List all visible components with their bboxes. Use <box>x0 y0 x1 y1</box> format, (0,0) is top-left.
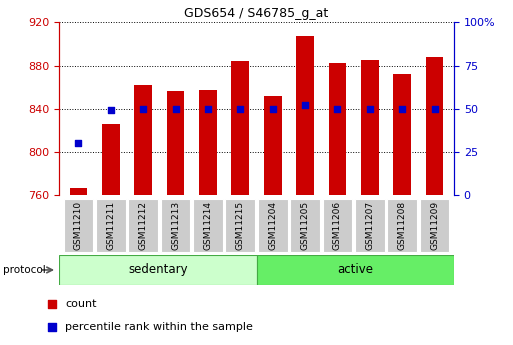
Point <box>301 102 309 108</box>
Bar <box>361 60 379 195</box>
Point <box>269 106 277 111</box>
Point <box>398 106 406 111</box>
Text: GSM11215: GSM11215 <box>236 200 245 250</box>
Text: protocol: protocol <box>3 265 45 275</box>
Point <box>204 106 212 111</box>
FancyBboxPatch shape <box>290 199 320 252</box>
FancyBboxPatch shape <box>193 199 223 252</box>
Text: GSM11208: GSM11208 <box>398 200 407 250</box>
FancyBboxPatch shape <box>355 199 385 252</box>
Text: sedentary: sedentary <box>128 264 188 276</box>
Title: GDS654 / S46785_g_at: GDS654 / S46785_g_at <box>184 7 329 20</box>
Point <box>333 106 342 111</box>
Point <box>107 108 115 113</box>
Bar <box>102 124 120 195</box>
Point <box>430 106 439 111</box>
Bar <box>167 91 185 195</box>
Point <box>48 301 56 307</box>
Text: GSM11207: GSM11207 <box>365 200 374 250</box>
FancyBboxPatch shape <box>161 199 190 252</box>
FancyBboxPatch shape <box>64 199 93 252</box>
Text: GSM11211: GSM11211 <box>106 200 115 250</box>
FancyBboxPatch shape <box>256 255 454 285</box>
Bar <box>328 63 346 195</box>
Text: percentile rank within the sample: percentile rank within the sample <box>65 322 253 332</box>
Text: active: active <box>337 264 373 276</box>
FancyBboxPatch shape <box>128 199 158 252</box>
Point <box>366 106 374 111</box>
Text: GSM11204: GSM11204 <box>268 200 277 250</box>
FancyBboxPatch shape <box>387 199 417 252</box>
Bar <box>393 74 411 195</box>
Bar <box>426 57 443 195</box>
Bar <box>134 85 152 195</box>
Bar <box>231 61 249 195</box>
Point <box>74 140 83 146</box>
Text: GSM11212: GSM11212 <box>139 200 148 250</box>
Text: GSM11214: GSM11214 <box>204 200 212 250</box>
Bar <box>199 90 217 195</box>
FancyBboxPatch shape <box>225 199 255 252</box>
Text: GSM11210: GSM11210 <box>74 200 83 250</box>
Point <box>236 106 244 111</box>
FancyBboxPatch shape <box>420 199 449 252</box>
FancyBboxPatch shape <box>323 199 352 252</box>
Text: count: count <box>65 299 96 309</box>
Bar <box>70 188 87 195</box>
FancyBboxPatch shape <box>258 199 288 252</box>
Point <box>48 324 56 329</box>
Bar <box>296 37 314 195</box>
Text: GSM11205: GSM11205 <box>301 200 309 250</box>
Bar <box>264 96 282 195</box>
Text: GSM11206: GSM11206 <box>333 200 342 250</box>
Text: GSM11209: GSM11209 <box>430 200 439 250</box>
Text: GSM11213: GSM11213 <box>171 200 180 250</box>
FancyBboxPatch shape <box>96 199 126 252</box>
Point <box>171 106 180 111</box>
FancyBboxPatch shape <box>59 255 256 285</box>
Point <box>139 106 147 111</box>
